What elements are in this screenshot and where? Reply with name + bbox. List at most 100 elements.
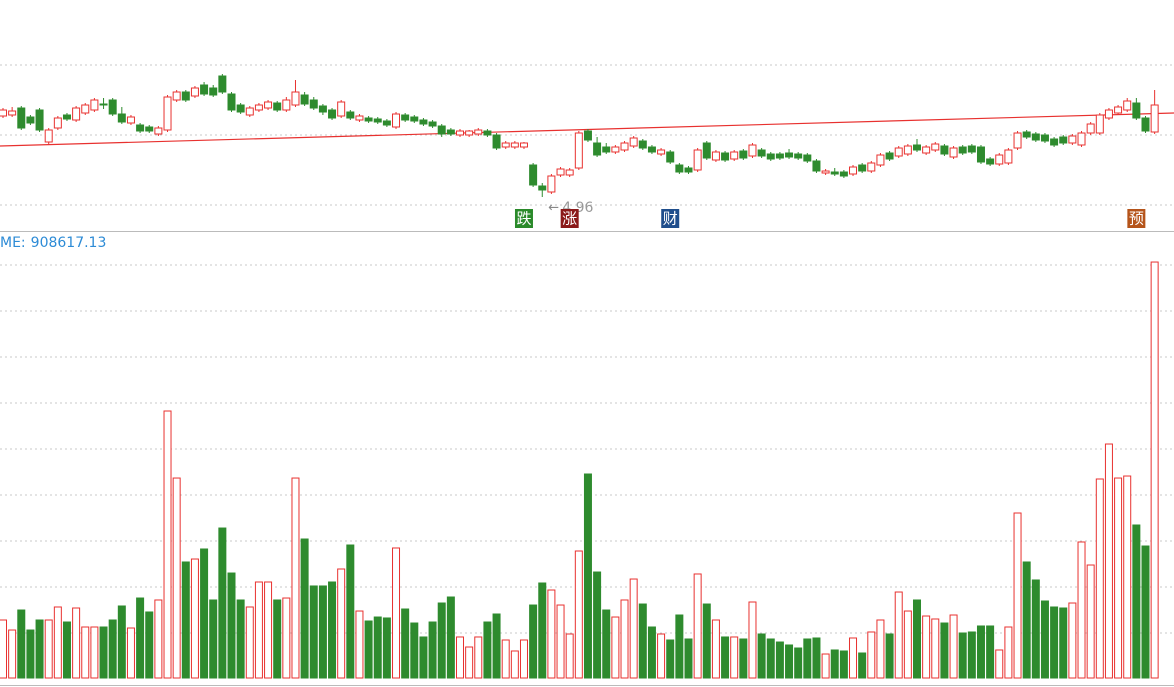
volume-bar [1031, 579, 1040, 679]
trend-line [0, 112, 1174, 147]
volume-bar [126, 627, 135, 679]
candle-body [1031, 133, 1040, 141]
candle-body [730, 151, 739, 160]
volume-legend: ME: 908617.13 [0, 235, 106, 251]
candle-body [839, 171, 848, 177]
candle-body [474, 129, 483, 135]
volume-bar [967, 631, 976, 679]
candle-body [510, 142, 519, 148]
candle-body [949, 147, 958, 158]
volume-bar [328, 581, 337, 679]
candle-body [209, 87, 218, 96]
candle-body [428, 121, 437, 127]
volume-bar [181, 561, 190, 679]
candle-body [519, 142, 528, 148]
candle-body [172, 91, 181, 101]
candle-body [702, 142, 711, 159]
volume-bar [26, 629, 35, 679]
candle-body [556, 168, 565, 176]
volume-bar [437, 602, 446, 679]
candle-body [44, 129, 53, 143]
volume-bar [300, 538, 309, 679]
candle-body [657, 149, 666, 155]
candle-body [328, 109, 337, 119]
volume-bar [318, 585, 327, 679]
volume-bar [209, 599, 218, 679]
candle-body [812, 160, 821, 172]
volume-bar [456, 636, 464, 679]
volume-bar [62, 621, 71, 679]
candle-body [629, 137, 638, 147]
candle-body [1141, 117, 1150, 132]
candle-body [273, 102, 282, 111]
volume-bar [291, 477, 300, 679]
candle-body [318, 105, 327, 113]
volume-bar [894, 591, 903, 679]
volume-bar [227, 572, 236, 679]
candle-body [711, 151, 720, 161]
candle-body [666, 151, 675, 163]
candle-body [976, 146, 985, 163]
volume-bar [346, 544, 355, 679]
candle-body [227, 93, 236, 111]
volume-bar [501, 639, 510, 679]
volume-bar [117, 605, 126, 679]
candle-body [995, 154, 1004, 165]
volume-bar [913, 599, 921, 679]
volume-bar [1004, 626, 1013, 679]
volume-bar [547, 589, 556, 679]
candle-body [785, 152, 794, 158]
candle-body [108, 99, 117, 115]
volume-bar [876, 619, 885, 679]
volume-bar [1059, 607, 1068, 679]
volume-bar [264, 581, 273, 679]
candle-body [465, 130, 474, 136]
candle-body [200, 84, 209, 95]
volume-bar [53, 606, 62, 679]
volume-bar [949, 614, 958, 679]
candle-body [337, 101, 346, 117]
volume-bar [657, 633, 666, 679]
volume-bar [81, 626, 90, 679]
volume-bar [839, 650, 848, 679]
volume-bar [382, 617, 391, 679]
candle-body [190, 87, 199, 97]
volume-bar [190, 558, 199, 679]
volume-bar [236, 599, 245, 679]
candle-body [282, 99, 291, 111]
volume-bar [35, 619, 44, 679]
volume-bar [666, 639, 675, 679]
candle-body [401, 114, 410, 121]
candle-body [483, 130, 492, 136]
candle-body [1022, 131, 1031, 138]
candle-body [757, 149, 766, 157]
event-badge [514, 209, 533, 228]
volume-bar [72, 607, 81, 679]
candle-body [1013, 132, 1022, 149]
candle-body [501, 142, 510, 148]
candle-body [99, 103, 108, 106]
volume-bar [565, 633, 574, 679]
volume-bar [337, 568, 346, 679]
volume-bar [373, 616, 382, 679]
candle-body [1095, 114, 1104, 134]
candle-body [136, 124, 145, 132]
candle-body [456, 130, 464, 136]
volume-bar [638, 603, 647, 679]
volume-bar [721, 636, 730, 679]
volume-bar [757, 633, 766, 679]
candle-body [346, 111, 355, 119]
volume-bar [620, 599, 629, 679]
volume-bar [830, 649, 839, 679]
volume-bar [145, 611, 154, 679]
volume-bar [1086, 564, 1095, 679]
candle-body [1150, 104, 1159, 133]
candle-body [410, 116, 419, 122]
candle-body [492, 134, 501, 149]
candle-body [739, 150, 748, 159]
volume-bar [483, 621, 492, 679]
candle-body [117, 113, 126, 123]
candle-body [821, 170, 830, 174]
volume-bar [702, 603, 711, 679]
volume-bar [583, 473, 592, 679]
